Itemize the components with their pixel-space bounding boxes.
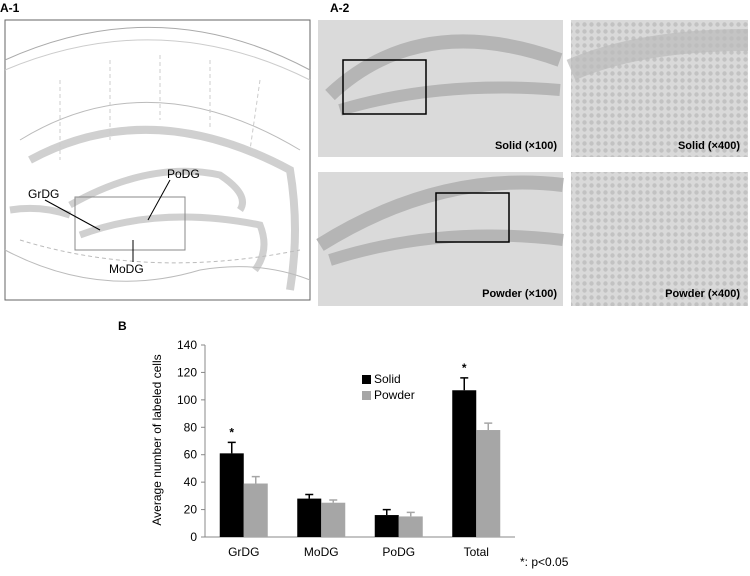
bar — [321, 502, 346, 537]
x-tick-label: GrDG — [228, 545, 259, 559]
y-tick-label: 100 — [177, 393, 197, 407]
error-bar — [251, 475, 260, 484]
bar — [243, 483, 268, 537]
y-tick-label: 20 — [184, 503, 198, 517]
error-bar — [382, 508, 391, 516]
diagram-label: GrDG — [28, 187, 59, 201]
legend-swatch — [362, 391, 371, 400]
bar — [452, 390, 477, 537]
x-tick-label: MoDG — [304, 545, 339, 559]
panel-label: A-2 — [330, 1, 350, 15]
y-tick-label: 40 — [184, 475, 198, 489]
legend-label: Solid — [374, 372, 401, 386]
panel-label: A-1 — [0, 1, 20, 15]
bar — [219, 453, 244, 537]
error-bar — [305, 493, 314, 499]
diagram-label: MoDG — [109, 262, 144, 276]
legend-label: Powder — [374, 388, 415, 402]
error-bar — [227, 441, 236, 454]
diagram-label: PoDG — [167, 167, 200, 181]
y-tick-label: 80 — [184, 420, 198, 434]
bar — [398, 516, 423, 537]
y-tick-label: 140 — [177, 338, 197, 352]
y-axis-title: Average number of labeled cells — [150, 354, 164, 525]
micrographs — [316, 20, 749, 306]
error-bar — [406, 511, 415, 517]
bar — [374, 515, 399, 537]
y-tick-label: 0 — [190, 530, 197, 544]
significance-mark: * — [229, 425, 234, 439]
panel-label: B — [118, 319, 127, 333]
significance-mark: * — [462, 361, 467, 375]
image-caption: Powder (×100) — [482, 288, 557, 300]
note: *: p<0.05 — [520, 555, 569, 569]
image-caption: Powder (×400) — [665, 288, 740, 300]
image-caption: Solid (×400) — [678, 140, 740, 152]
error-bar — [484, 422, 493, 431]
error-bar — [329, 499, 338, 503]
image-caption: Solid (×100) — [495, 140, 557, 152]
brain-diagram — [4, 19, 311, 301]
y-tick-label: 120 — [177, 365, 197, 379]
x-tick-label: PoDG — [382, 545, 415, 559]
legend-swatch — [362, 375, 371, 384]
bar — [476, 430, 501, 537]
bar — [297, 498, 322, 537]
y-tick-label: 60 — [184, 448, 198, 462]
x-tick-label: Total — [464, 545, 489, 559]
error-bar — [460, 377, 469, 391]
